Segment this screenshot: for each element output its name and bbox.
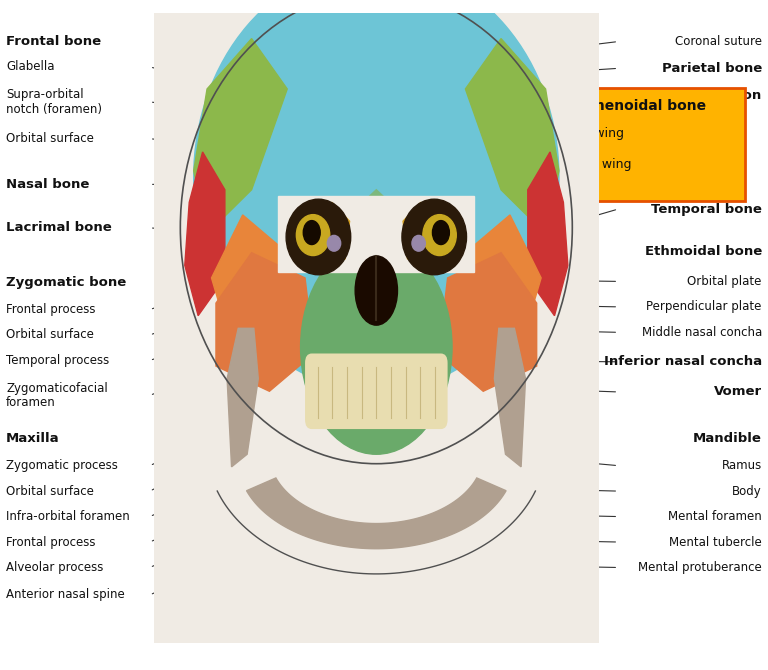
Polygon shape — [211, 215, 287, 354]
Polygon shape — [185, 152, 225, 316]
Text: Inferior nasal concha: Inferior nasal concha — [604, 355, 762, 369]
Polygon shape — [465, 215, 541, 354]
Text: Infra-orbital foramen: Infra-orbital foramen — [6, 510, 130, 523]
Text: Glabella: Glabella — [6, 60, 55, 74]
Text: Frontal process: Frontal process — [6, 535, 96, 549]
Ellipse shape — [412, 235, 425, 251]
Text: Ethmoidal bone: Ethmoidal bone — [644, 245, 762, 258]
Text: Zygomatic process: Zygomatic process — [6, 459, 118, 472]
Polygon shape — [403, 202, 439, 259]
Text: Greater wing: Greater wing — [550, 158, 631, 171]
Ellipse shape — [194, 0, 559, 391]
Text: Mandible: Mandible — [693, 432, 762, 446]
Text: Body: Body — [732, 484, 762, 498]
Ellipse shape — [432, 220, 449, 245]
Polygon shape — [314, 202, 349, 259]
Text: Mental protuberance: Mental protuberance — [638, 561, 762, 574]
Text: Coronal suture: Coronal suture — [675, 35, 762, 48]
Ellipse shape — [296, 214, 329, 255]
Text: Lesser wing: Lesser wing — [550, 127, 624, 140]
Text: Nasion: Nasion — [710, 88, 762, 102]
Text: Zygomaticofacial
foramen: Zygomaticofacial foramen — [6, 381, 108, 409]
Text: Orbital surface: Orbital surface — [6, 328, 94, 342]
Ellipse shape — [286, 199, 351, 275]
Text: Anterior nasal spine: Anterior nasal spine — [6, 588, 125, 602]
Polygon shape — [439, 253, 537, 391]
Text: Orbital surface: Orbital surface — [6, 132, 94, 145]
Text: Perpendicular plate: Perpendicular plate — [647, 300, 762, 314]
Text: Supra-orbital
notch (foramen): Supra-orbital notch (foramen) — [6, 88, 102, 116]
Text: Orbital plate: Orbital plate — [687, 275, 762, 288]
Polygon shape — [216, 253, 314, 391]
Text: Orbital surface: Orbital surface — [6, 484, 94, 498]
Text: Ramus: Ramus — [722, 459, 762, 472]
Ellipse shape — [355, 256, 398, 325]
Polygon shape — [247, 478, 506, 549]
Text: Temporal process: Temporal process — [6, 354, 109, 367]
Text: Maxilla: Maxilla — [6, 432, 60, 446]
Text: Frontal bone: Frontal bone — [6, 35, 101, 48]
Text: Zygomatic bone: Zygomatic bone — [6, 276, 127, 289]
Text: Frontal process: Frontal process — [6, 303, 96, 316]
Ellipse shape — [406, 204, 455, 267]
Polygon shape — [528, 152, 568, 316]
Text: Alveolar process: Alveolar process — [6, 561, 104, 574]
Ellipse shape — [303, 220, 320, 245]
Ellipse shape — [402, 199, 466, 275]
Text: Parietal bone: Parietal bone — [661, 62, 762, 75]
FancyBboxPatch shape — [536, 88, 745, 201]
Text: Lacrimal bone: Lacrimal bone — [6, 221, 112, 234]
Polygon shape — [495, 328, 525, 467]
Text: Nasal bone: Nasal bone — [6, 178, 90, 191]
Polygon shape — [194, 39, 287, 234]
Polygon shape — [227, 328, 258, 467]
Polygon shape — [349, 190, 403, 278]
Text: Middle nasal concha: Middle nasal concha — [641, 326, 762, 339]
Polygon shape — [465, 39, 559, 234]
FancyBboxPatch shape — [305, 354, 448, 429]
Text: Sphenoidal bone: Sphenoidal bone — [575, 99, 706, 113]
Ellipse shape — [423, 214, 456, 255]
Text: Temporal bone: Temporal bone — [651, 202, 762, 216]
Text: Mental foramen: Mental foramen — [668, 510, 762, 523]
Bar — [171, 379, 581, 643]
Text: Mental tubercle: Mental tubercle — [669, 535, 762, 549]
Text: Vomer: Vomer — [713, 385, 762, 399]
Ellipse shape — [297, 204, 346, 267]
Ellipse shape — [327, 235, 341, 251]
Bar — [278, 196, 475, 271]
Ellipse shape — [300, 240, 452, 454]
